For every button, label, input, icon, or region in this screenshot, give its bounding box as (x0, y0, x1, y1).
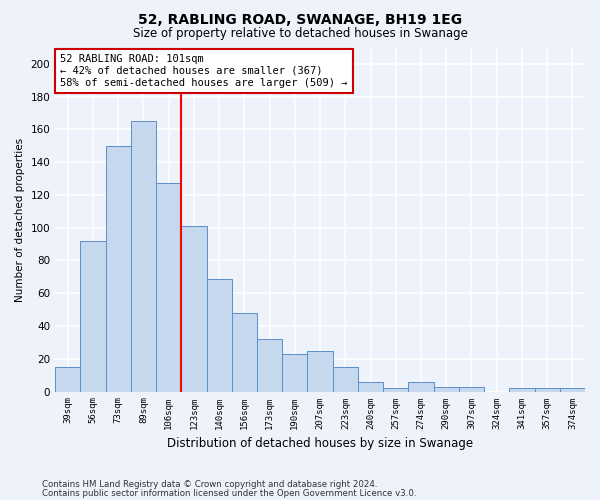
Bar (106, 146, 131, 392)
Text: Contains HM Land Registry data © Crown copyright and database right 2024.: Contains HM Land Registry data © Crown c… (42, 480, 377, 489)
Bar (181, 226, 206, 392)
Bar (383, 388, 409, 392)
Text: 52 RABLING ROAD: 101sqm
← 42% of detached houses are smaller (367)
58% of semi-d: 52 RABLING ROAD: 101sqm ← 42% of detache… (61, 54, 348, 88)
Bar (434, 386, 459, 392)
Bar (409, 382, 434, 392)
X-axis label: Distribution of detached houses by size in Swanage: Distribution of detached houses by size … (167, 437, 473, 450)
Text: 52, RABLING ROAD, SWANAGE, BH19 1EG: 52, RABLING ROAD, SWANAGE, BH19 1EG (138, 12, 462, 26)
Bar (535, 388, 560, 392)
Text: Contains public sector information licensed under the Open Government Licence v3: Contains public sector information licen… (42, 488, 416, 498)
Bar (560, 388, 585, 392)
Bar (80, 241, 106, 392)
Bar (509, 388, 535, 392)
Bar (307, 350, 332, 392)
Bar (156, 184, 181, 392)
Bar (232, 313, 257, 392)
Bar (55, 367, 80, 392)
Bar (257, 339, 282, 392)
Text: Size of property relative to detached houses in Swanage: Size of property relative to detached ho… (133, 28, 467, 40)
Y-axis label: Number of detached properties: Number of detached properties (15, 138, 25, 302)
Bar (131, 121, 156, 392)
Bar (332, 367, 358, 392)
Bar (206, 278, 232, 392)
Bar (459, 386, 484, 392)
Bar (282, 354, 307, 392)
Bar (358, 382, 383, 392)
